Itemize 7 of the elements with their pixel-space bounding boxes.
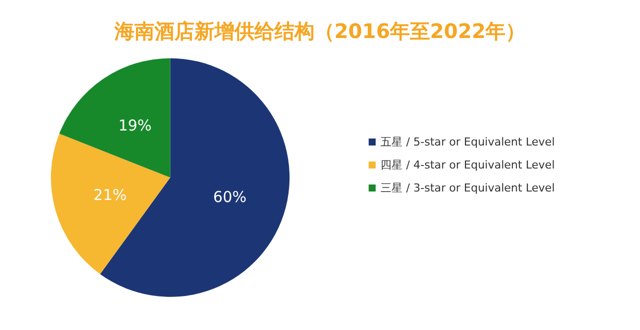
data-label: 21% <box>93 186 127 204</box>
data-label: 60% <box>213 188 247 206</box>
legend-label: 五星 / 5-star or Equivalent Level <box>380 136 555 148</box>
legend-label: 三星 / 3-star or Equivalent Level <box>380 182 555 194</box>
chart-title: 海南酒店新增供给结构（2016年至2022年） <box>113 19 526 43</box>
data-label: 19% <box>118 116 152 135</box>
legend-label: 四星 / 4-star or Equivalent Level <box>380 158 555 172</box>
